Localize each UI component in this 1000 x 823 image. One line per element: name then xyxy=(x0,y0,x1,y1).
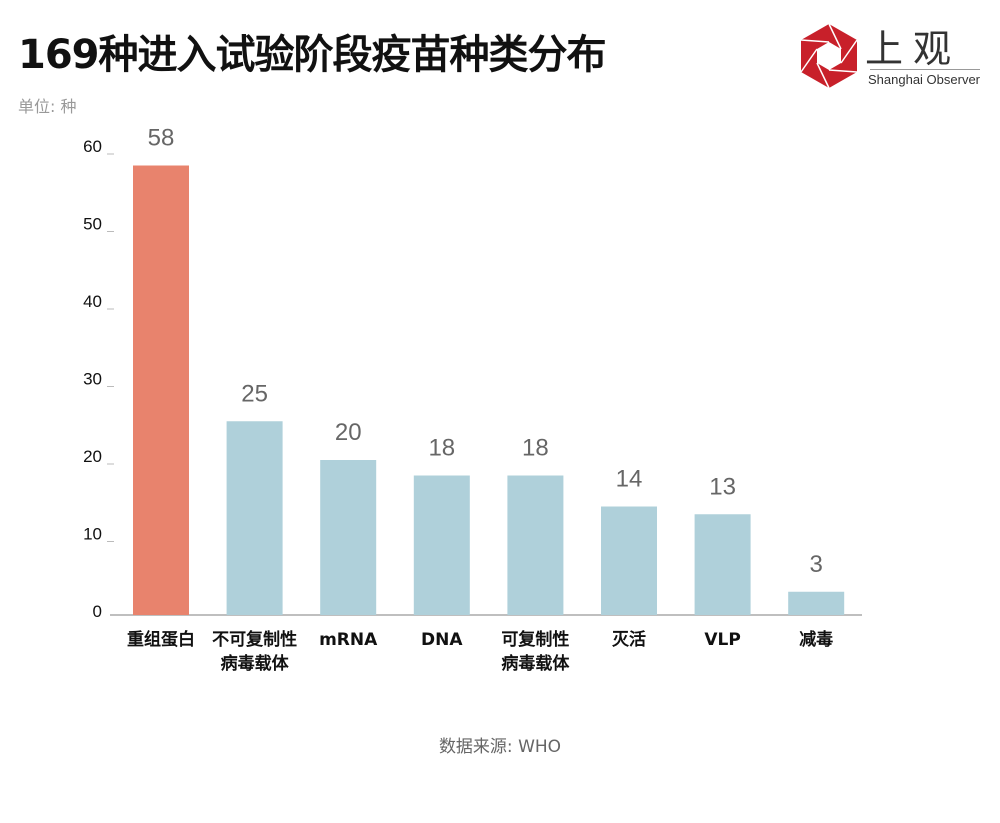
x-tick-label: 减毒 xyxy=(799,629,833,650)
data-label: 13 xyxy=(709,473,736,500)
logo-text-cn: 上观 xyxy=(865,27,962,71)
y-tick-label: 50 xyxy=(83,215,102,234)
logo-divider xyxy=(870,69,980,70)
x-tick-label: 可复制性 xyxy=(501,629,569,650)
data-label: 58 xyxy=(148,125,175,152)
y-tick-label: 60 xyxy=(83,137,102,156)
x-tick-label: VLP xyxy=(704,630,740,650)
bar xyxy=(507,475,564,615)
y-tick-label: 20 xyxy=(83,447,102,466)
data-label: 20 xyxy=(335,419,362,446)
data-label: 14 xyxy=(616,466,643,493)
x-tick-label: mRNA xyxy=(319,630,378,650)
y-tick-label: 40 xyxy=(83,292,102,311)
source-note: 数据来源: WHO xyxy=(438,737,562,757)
x-tick-label: 灭活 xyxy=(611,629,646,650)
bar xyxy=(133,165,189,615)
hexagon-shutter-icon xyxy=(800,23,858,89)
data-label: 18 xyxy=(522,435,549,462)
data-label: 3 xyxy=(810,551,823,578)
shanghai-observer-logo: 上观 Shanghai Observer xyxy=(795,22,985,92)
x-tick-label: 重组蛋白 xyxy=(127,629,195,650)
x-tick-label: 病毒载体 xyxy=(501,653,570,674)
bar xyxy=(694,514,751,615)
y-tick-label: 0 xyxy=(93,602,102,621)
logo-text-en: Shanghai Observer xyxy=(868,72,981,87)
data-label: 25 xyxy=(241,380,268,407)
y-tick-label: 10 xyxy=(83,525,102,544)
data-label: 18 xyxy=(428,435,455,462)
x-tick-label: 病毒载体 xyxy=(221,653,290,674)
bar xyxy=(413,475,470,615)
bar xyxy=(320,460,377,615)
y-tick-label: 30 xyxy=(83,370,102,389)
x-tick-label: 不可复制性 xyxy=(212,629,297,650)
bar xyxy=(601,506,657,615)
unit-label: 单位: 种 xyxy=(18,97,77,116)
bar xyxy=(226,421,283,615)
chart-title: 169种进入试验阶段疫苗种类分布 xyxy=(18,32,606,78)
x-tick-label: DNA xyxy=(421,630,463,650)
bar xyxy=(788,591,845,615)
